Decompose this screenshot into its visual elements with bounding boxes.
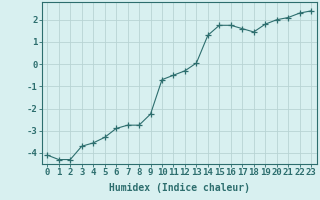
- X-axis label: Humidex (Indice chaleur): Humidex (Indice chaleur): [109, 183, 250, 193]
